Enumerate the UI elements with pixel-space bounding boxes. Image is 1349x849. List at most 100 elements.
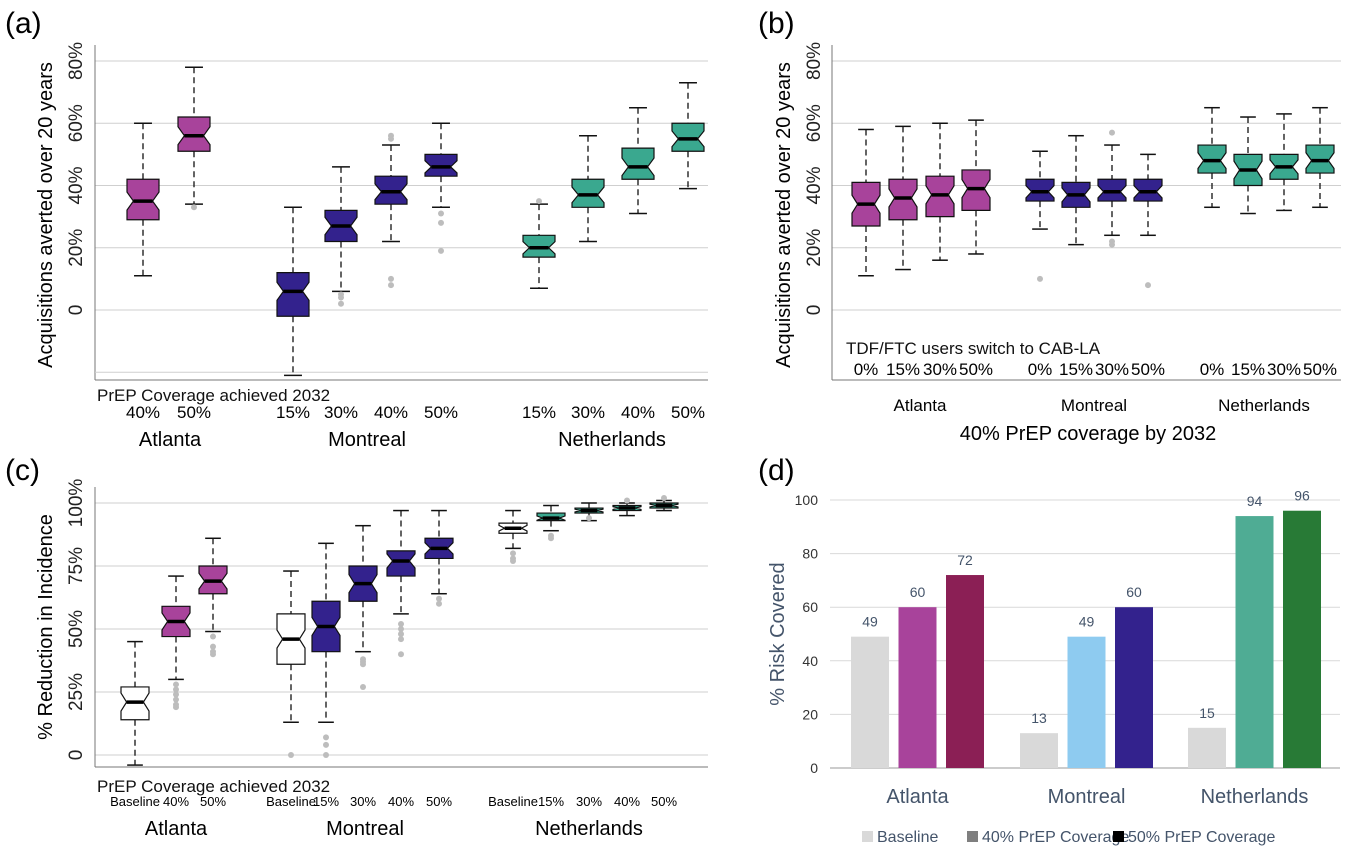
outlier-point <box>338 300 344 307</box>
box-montreal-40pct <box>386 509 416 658</box>
outlier-point <box>438 219 444 226</box>
group-label: Netherlands <box>1218 396 1310 415</box>
outlier-point <box>510 557 516 564</box>
x-category-label: 30% <box>576 794 602 809</box>
bar-netherlands-1 <box>1235 516 1274 768</box>
x-category-label: 30% <box>1267 360 1301 379</box>
outlier-point <box>398 631 404 638</box>
group-label: Montreal <box>326 818 404 840</box>
group-label: Atlanta <box>886 786 949 808</box>
box-montreal-50pct <box>1133 153 1163 289</box>
outlier-point <box>398 636 404 643</box>
y-axis-label: Acquisitions averted over 20 years <box>35 62 57 368</box>
outlier-point <box>1145 282 1151 289</box>
data-label: 94 <box>1247 493 1263 509</box>
x-category-label: 0% <box>1028 360 1053 379</box>
outlier-point <box>191 204 197 211</box>
y-tick-label: 50% <box>66 610 87 648</box>
outlier-point <box>323 741 329 748</box>
box-montreal-15pct <box>1061 134 1091 246</box>
x-category-label: 50% <box>200 794 226 809</box>
panel-label: (a) <box>5 7 42 40</box>
legend-swatch <box>967 831 978 842</box>
x-category-label: 50% <box>426 794 452 809</box>
x-category-label: 30% <box>324 403 358 422</box>
outlier-point <box>210 651 216 658</box>
box-atlanta-40pct <box>161 575 191 711</box>
data-label: 49 <box>862 614 878 630</box>
data-label: 15 <box>1199 705 1215 721</box>
bar-montreal-1 <box>1067 636 1106 768</box>
x-category-label: 0% <box>1200 360 1225 379</box>
y-tick-label: 20% <box>804 229 825 267</box>
x-category-label: 15% <box>886 360 920 379</box>
data-label: 60 <box>1126 584 1142 600</box>
x-category-label: 50% <box>424 403 458 422</box>
y-tick-label: 0 <box>66 750 87 761</box>
x-category-label: 30% <box>1095 360 1129 379</box>
box-montreal-40pct <box>374 132 408 289</box>
y-tick-label: 0 <box>810 760 818 776</box>
x-category-label: 30% <box>923 360 957 379</box>
y-tick-label: 60% <box>66 104 87 142</box>
outlier-point <box>586 515 592 522</box>
box-body <box>276 272 310 317</box>
box-montreal-15pct <box>311 542 341 758</box>
outlier-point <box>323 734 329 741</box>
panel-label: (c) <box>5 454 40 487</box>
outlier-point <box>438 210 444 217</box>
outlier-point <box>398 651 404 658</box>
x-category-label: 15% <box>1059 360 1093 379</box>
box-montreal-0pct <box>1025 150 1055 282</box>
group-label: Netherlands <box>558 429 666 451</box>
group-label: Netherlands <box>535 818 643 840</box>
box-atlanta-50pct <box>961 119 991 255</box>
x-category-label: 0% <box>854 360 879 379</box>
legend-label: 40% PrEP Coverage <box>982 829 1129 846</box>
box-montreal-50pct <box>424 122 458 254</box>
panel-c: (c) 0 25% 50% 75% 100% % Reduction in Incidenc… <box>5 454 708 840</box>
bar-montreal-2 <box>1115 607 1153 768</box>
bar-atlanta-2 <box>946 575 984 768</box>
legend-swatch <box>862 831 873 842</box>
legend-label: Baseline <box>877 829 938 846</box>
data-label: 96 <box>1294 488 1310 504</box>
box-netherlands-50pct <box>1305 106 1335 209</box>
y-tick-label: 80 <box>802 546 818 562</box>
x-category-label: 40% <box>388 794 414 809</box>
outlier-point <box>436 600 442 607</box>
panel-a: (a) 0 20% 40% 60% 80% Acquisitions averted ove… <box>5 7 708 451</box>
bar-montreal-0 <box>1020 733 1058 768</box>
outlier-point <box>360 683 366 690</box>
box-atlanta-40pct <box>126 122 160 277</box>
box-atlanta-30pct <box>925 122 955 261</box>
outlier-point <box>548 535 554 542</box>
coverage-note: TDF/FTC users switch to CAB-LA <box>846 339 1101 358</box>
outlier-point <box>288 752 294 758</box>
x-category-label: 15% <box>522 403 556 422</box>
x-category-label: 40% <box>374 403 408 422</box>
outlier-point <box>624 497 630 504</box>
y-axis-label: Acquisitions averted over 20 years <box>773 62 795 368</box>
box-atlanta-50pct <box>177 66 211 211</box>
coverage-note: PrEP Coverage achieved 2032 <box>97 777 330 796</box>
coverage-note: PrEP Coverage achieved 2032 <box>97 386 330 405</box>
outlier-point <box>1109 129 1115 136</box>
outlier-point <box>661 494 667 501</box>
outlier-point <box>323 752 329 758</box>
box-netherlands-50pct <box>649 494 679 512</box>
panel-label: (d) <box>758 454 795 487</box>
outlier-point <box>173 704 179 711</box>
outlier-point <box>398 620 404 627</box>
y-axis-label: % Risk Covered <box>767 562 789 705</box>
bar-atlanta-1 <box>898 607 937 768</box>
legend-label: 50% PrEP Coverage <box>1128 829 1275 846</box>
y-tick-label: 40 <box>802 653 818 669</box>
x-category-label: Baseline <box>110 794 160 809</box>
panel-d: (d) 0 20 40 60 80 100 % Risk Covered 49 60 72 Atlan… <box>758 454 1340 846</box>
outlier-point <box>388 275 394 282</box>
x-category-label: 30% <box>571 403 605 422</box>
box-atlanta-baseline <box>120 640 150 766</box>
box-netherlands-50pct <box>671 82 705 190</box>
box-atlanta-15pct <box>888 125 918 271</box>
